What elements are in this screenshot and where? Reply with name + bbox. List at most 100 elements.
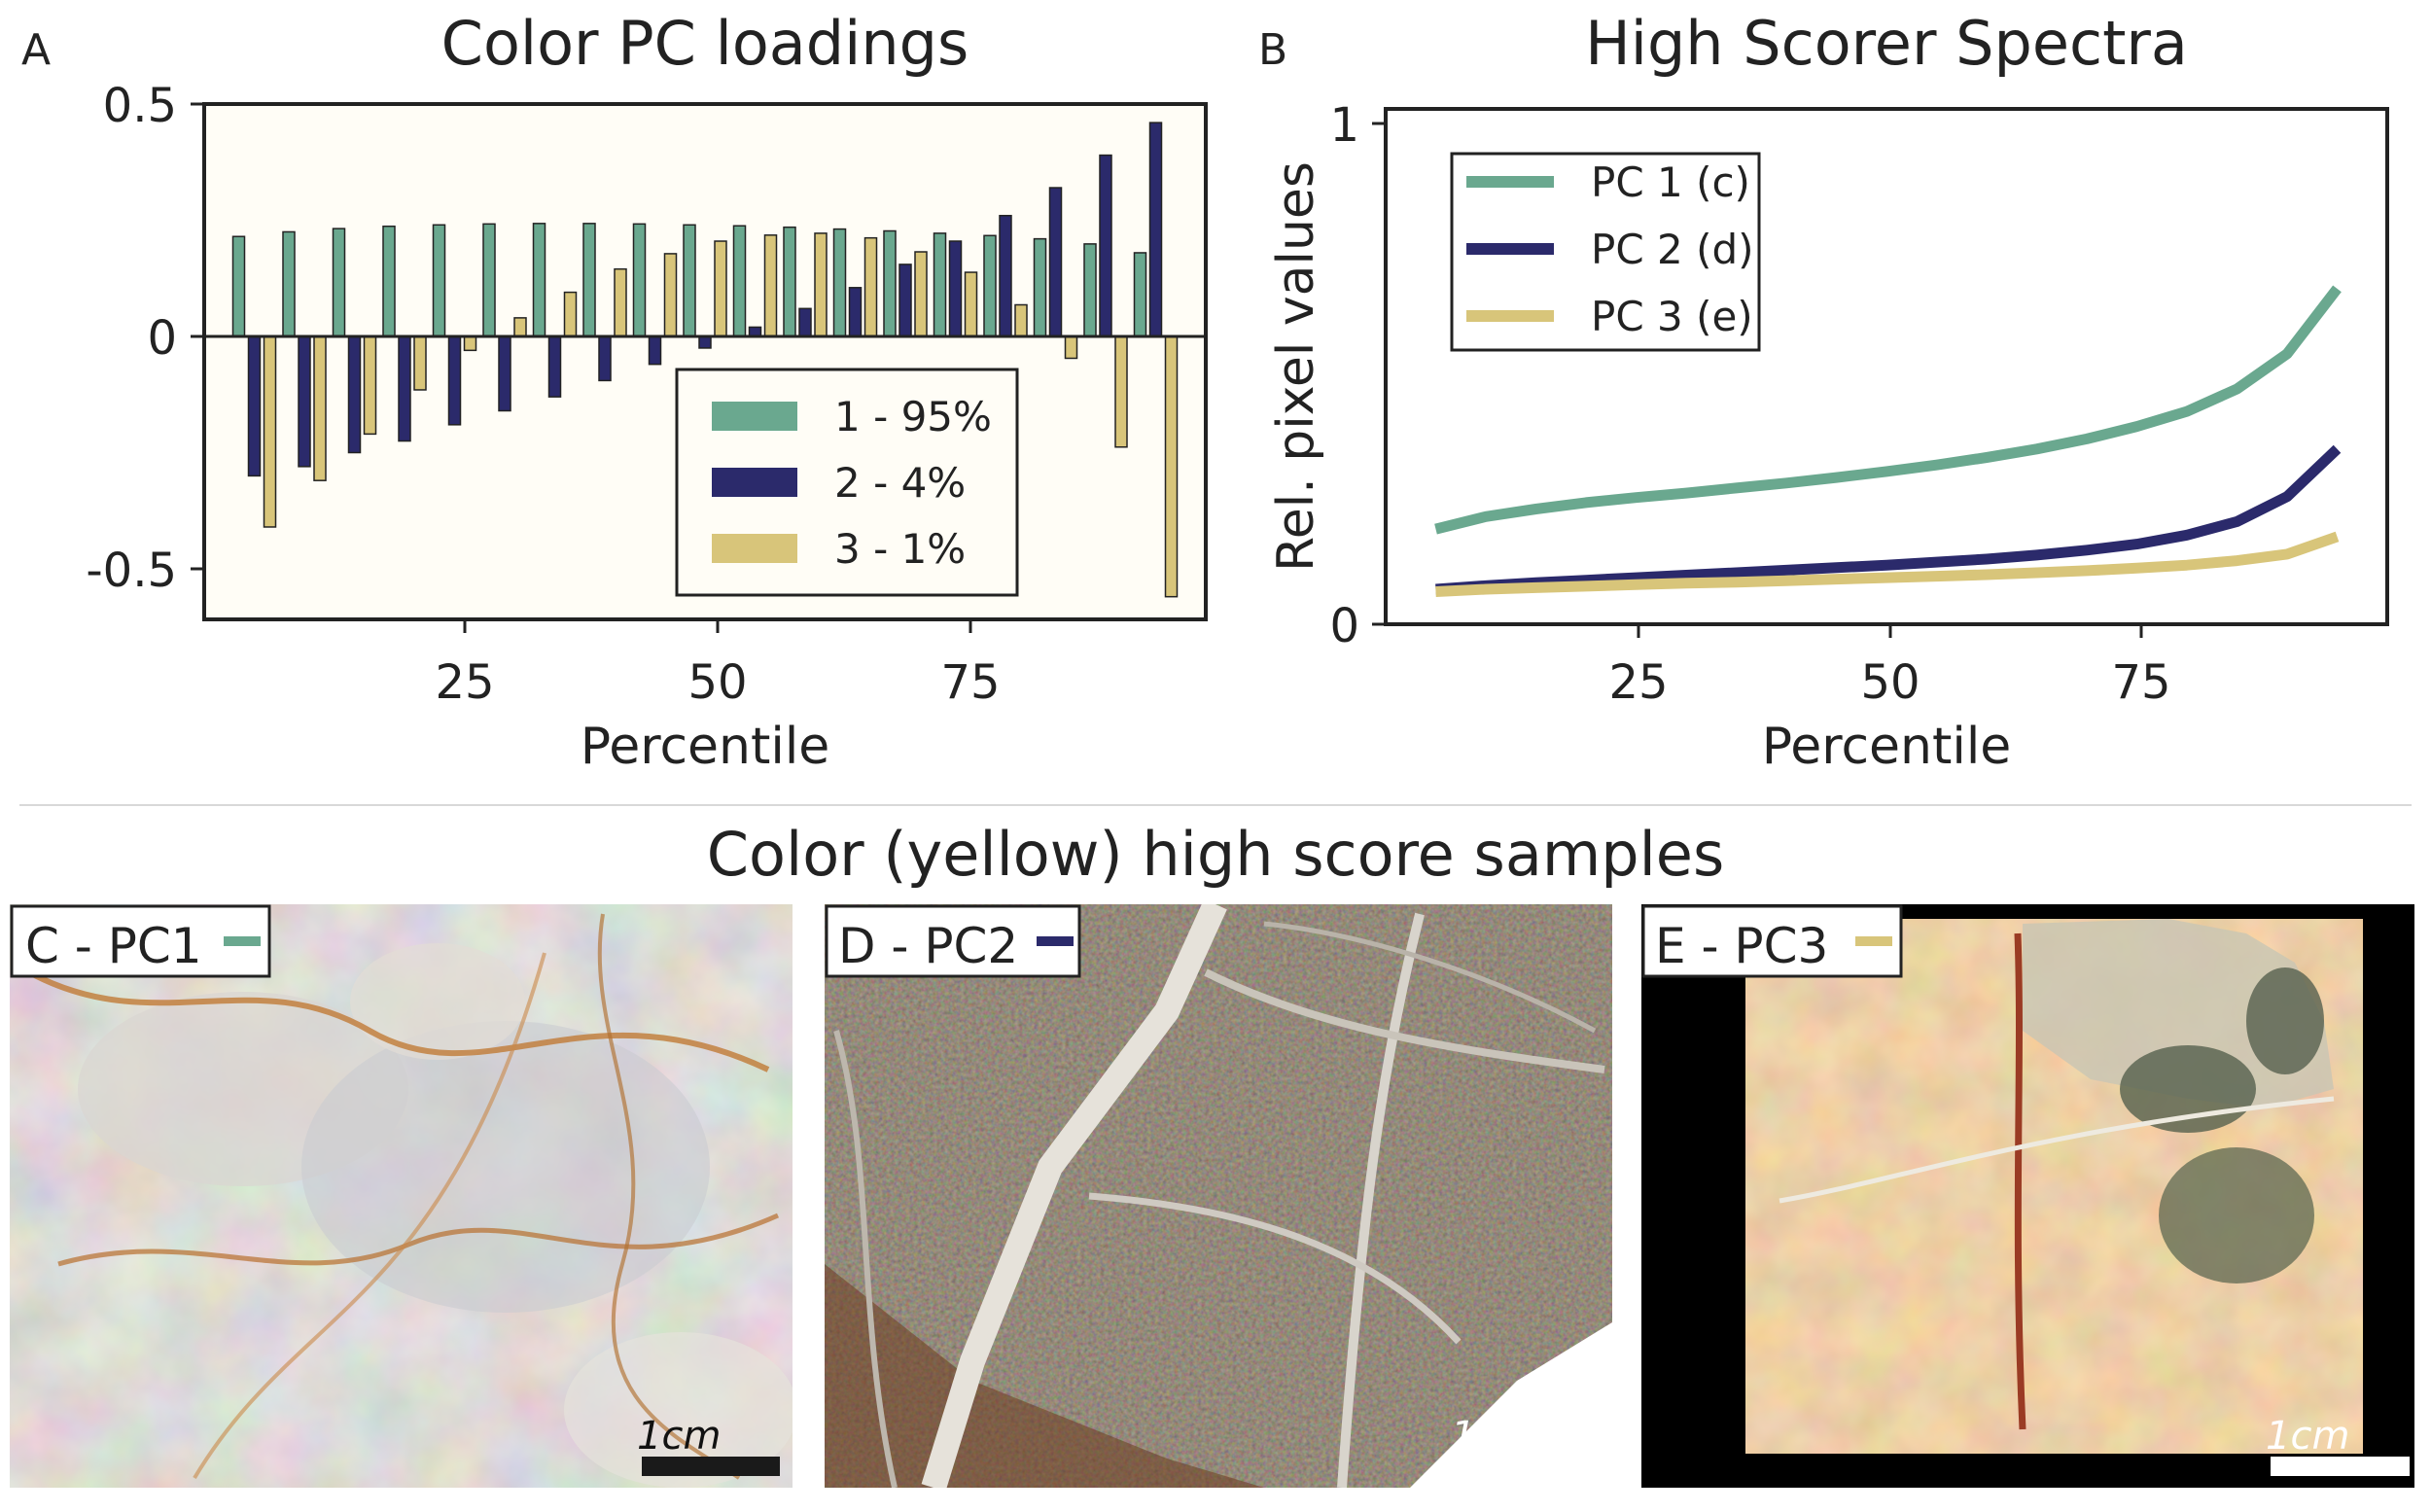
bar-pc1 xyxy=(933,232,947,337)
bar-pc2 xyxy=(698,335,712,349)
chart-b-xtick-label: 50 xyxy=(1860,655,1920,710)
bar-pc1 xyxy=(332,228,346,337)
bar-pc3 xyxy=(363,335,377,436)
bar-pc1 xyxy=(1083,243,1097,337)
sample-e-scale-text: 1cm xyxy=(2266,1414,2349,1459)
chart-b-ytick-label: 0 xyxy=(1329,599,1359,653)
line-pc1 xyxy=(1434,285,2342,535)
bar-pc2 xyxy=(547,335,562,398)
legend-a-label-1: 1 - 95% xyxy=(834,393,992,440)
sample-d-scalebar: 1cm xyxy=(1451,1414,1595,1476)
bar-pc1 xyxy=(432,224,446,337)
chart-b-yaxis: 1 0 Rel. pixel values xyxy=(1267,98,1386,653)
bar-pc1 xyxy=(683,224,696,337)
chart-a-xaxis: 25 50 75 Percentile xyxy=(435,619,1001,776)
bar-pc1 xyxy=(282,230,296,337)
legend-a-swatch-2 xyxy=(712,468,797,497)
sample-d-label: D - PC2 xyxy=(825,904,1081,978)
bar-pc1 xyxy=(832,228,847,337)
bar-pc3 xyxy=(763,234,778,337)
bar-pc1 xyxy=(983,234,997,337)
chart-b-title: High Scorer Spectra xyxy=(1585,8,2188,79)
bar-pc1 xyxy=(482,223,496,337)
bar-pc3 xyxy=(964,271,978,337)
sample-c-scale-text: 1cm xyxy=(637,1414,721,1459)
chart-a-yaxis: 0.5 0 -0.5 xyxy=(86,79,204,598)
bar-pc3 xyxy=(714,240,727,337)
panel-b: B High Scorer Spectra 1 0 Rel. pixel val… xyxy=(1258,8,2389,776)
bar-pc2 xyxy=(247,335,262,477)
bar-pc3 xyxy=(513,317,527,337)
bar-pc2 xyxy=(347,335,362,454)
bar-pc3 xyxy=(413,335,427,391)
chart-b-ytick-label: 1 xyxy=(1329,98,1359,153)
line-pc3 xyxy=(1435,531,2340,597)
bar-pc3 xyxy=(1064,335,1078,360)
bar-pc1 xyxy=(1133,252,1147,337)
panel-letter-b: B xyxy=(1258,25,1287,75)
panel-a: A Color PC loadings 0.5 0 -0.5 25 50 75 … xyxy=(21,8,1208,776)
chart-b-lines xyxy=(1434,285,2342,597)
bar-pc2 xyxy=(1148,122,1163,337)
sample-photo-e xyxy=(1641,904,2414,1488)
chart-a-ytick-label: 0.5 xyxy=(103,79,177,133)
sample-photo-c xyxy=(10,904,793,1488)
legend-a-label-2: 2 - 4% xyxy=(834,459,966,507)
chart-a-bars xyxy=(231,122,1179,598)
bar-pc1 xyxy=(1033,237,1047,337)
bar-pc3 xyxy=(614,267,627,337)
legend-b-label-3: PC 3 (e) xyxy=(1591,293,1753,340)
bar-pc3 xyxy=(863,236,878,337)
bar-pc2 xyxy=(498,335,511,412)
legend-a-swatch-3 xyxy=(712,534,797,563)
chart-a-xtick-label: 75 xyxy=(940,655,1000,710)
bar-pc1 xyxy=(883,229,897,337)
bar-pc1 xyxy=(582,223,596,337)
legend-a-swatch-1 xyxy=(712,402,797,431)
sample-e-scalebar: 1cm xyxy=(2266,1414,2410,1476)
chart-a-xlabel: Percentile xyxy=(581,718,830,776)
bar-pc2 xyxy=(598,335,612,382)
legend-b-label-1: PC 1 (c) xyxy=(1591,158,1750,206)
bar-pc3 xyxy=(1014,303,1028,337)
bar-pc1 xyxy=(732,225,747,337)
bar-pc2 xyxy=(1099,154,1112,337)
legend-a-label-3: 3 - 1% xyxy=(834,525,966,573)
sample-d-label-text: D - PC2 xyxy=(838,918,1018,974)
bar-pc3 xyxy=(313,335,327,481)
sample-c-label-text: C - PC1 xyxy=(25,918,202,974)
chart-b-ylabel: Rel. pixel values xyxy=(1267,161,1325,572)
chart-b-xtick-label: 75 xyxy=(2111,655,2170,710)
bar-pc2 xyxy=(447,335,462,426)
sample-d-scale-text: 1cm xyxy=(1451,1414,1534,1459)
sample-e-label: E - PC3 xyxy=(1641,904,1903,978)
sample-c-label: C - PC1 xyxy=(10,904,271,978)
bar-pc1 xyxy=(532,223,546,337)
chart-a-xtick-label: 50 xyxy=(687,655,747,710)
bar-pc3 xyxy=(563,291,578,337)
chart-a-xtick-label: 25 xyxy=(435,655,494,710)
bar-pc2 xyxy=(898,264,912,337)
bar-pc2 xyxy=(1048,187,1063,337)
sample-photo-d xyxy=(825,904,1612,1488)
chart-a-title: Color PC loadings xyxy=(441,8,969,79)
sample-e-label-text: E - PC3 xyxy=(1655,918,1828,974)
bar-pc2 xyxy=(848,287,863,337)
bar-pc2 xyxy=(648,335,662,366)
chart-a-ytick-label: -0.5 xyxy=(86,544,177,598)
bar-pc3 xyxy=(463,335,477,352)
chart-b-xlabel: Percentile xyxy=(1762,718,2012,776)
panel-letter-a: A xyxy=(21,25,51,75)
chart-b-xaxis: 25 50 75 Percentile xyxy=(1608,624,2171,776)
bar-pc2 xyxy=(798,307,812,337)
sample-c-scalebar: 1cm xyxy=(637,1414,780,1476)
bar-pc3 xyxy=(663,253,678,337)
bar-pc1 xyxy=(382,225,396,337)
chart-b-xtick-label: 25 xyxy=(1608,655,1668,710)
bar-pc2 xyxy=(298,335,311,468)
legend-b-label-2: PC 2 (d) xyxy=(1591,226,1754,273)
bar-pc3 xyxy=(1164,335,1179,598)
bar-pc3 xyxy=(814,232,828,337)
bar-pc3 xyxy=(263,335,277,528)
